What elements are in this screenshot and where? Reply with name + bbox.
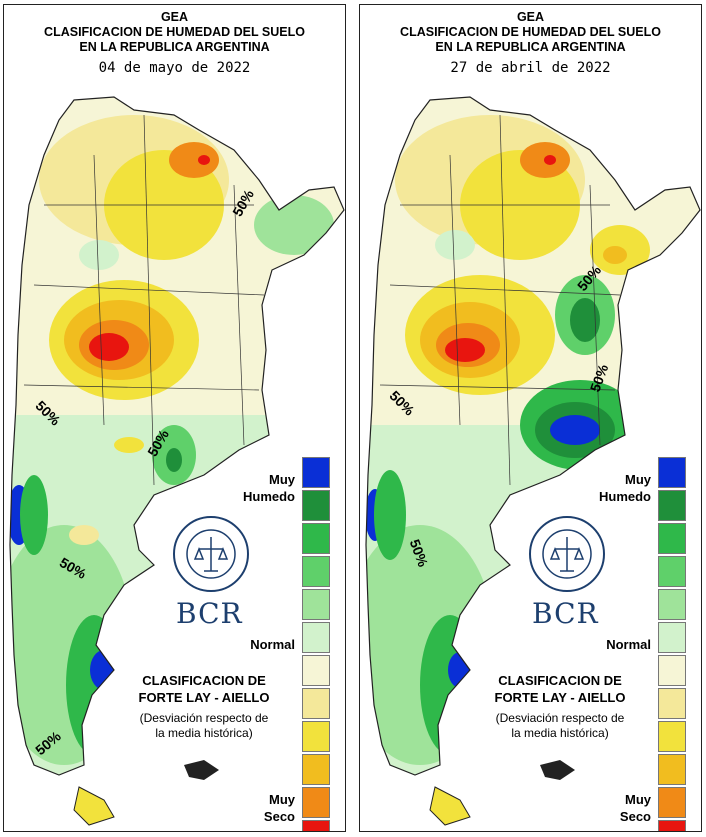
moisture-legend xyxy=(658,457,686,831)
classification-title-2: FORTE LAY - AIELLO xyxy=(494,690,626,705)
legend-swatch xyxy=(302,589,330,620)
legend-swatch xyxy=(658,820,686,831)
argentina-soil-moisture-map xyxy=(365,96,701,826)
legend-swatch xyxy=(302,787,330,818)
legend-normal: Normal xyxy=(250,637,295,652)
title-line-2: EN LA REPUBLICA ARGENTINA xyxy=(435,40,626,54)
classification-title-1: CLASIFICACION DE xyxy=(142,673,266,688)
legend-swatch xyxy=(658,787,686,818)
legend-muy-humedo-2: Humedo xyxy=(243,489,295,504)
map-panel-may: GEA CLASIFICACION DE HUMEDAD DEL SUELO E… xyxy=(3,4,346,832)
legend-swatch xyxy=(658,589,686,620)
map-date: 04 de mayo de 2022 xyxy=(98,60,251,76)
legend-muy-seco-2: Seco xyxy=(619,809,651,824)
bcr-seal-logo xyxy=(173,516,249,592)
legend-swatch xyxy=(658,721,686,752)
note-line-1: (Desviación respecto de xyxy=(495,711,625,725)
legend-muy-humedo-2: Humedo xyxy=(599,489,651,504)
legend-normal: Normal xyxy=(606,637,651,652)
legend-swatch xyxy=(658,655,686,686)
title-line-1: CLASIFICACION DE HUMEDAD DEL SUELO xyxy=(400,25,661,39)
legend-swatch xyxy=(302,820,330,831)
legend-swatch xyxy=(658,688,686,719)
bcr-logo-text: BCR xyxy=(176,597,243,630)
legend-swatch xyxy=(302,556,330,587)
map-panel-april: GEA CLASIFICACION DE HUMEDAD DEL SUELO E… xyxy=(359,4,702,832)
note-line-1: (Desviación respecto de xyxy=(139,711,269,725)
legend-swatch xyxy=(658,622,686,653)
legend-swatch xyxy=(302,622,330,653)
legend-swatch xyxy=(302,457,330,488)
legend-swatch xyxy=(302,655,330,686)
legend-swatch xyxy=(658,523,686,554)
legend-swatch xyxy=(302,490,330,521)
map-date: 27 de abril de 2022 xyxy=(450,60,611,76)
note-line-2: la media histórica) xyxy=(511,726,609,740)
argentina-soil-moisture-map xyxy=(9,96,345,826)
bcr-seal-logo xyxy=(529,516,605,592)
legend-swatch xyxy=(658,556,686,587)
title-line-2: EN LA REPUBLICA ARGENTINA xyxy=(79,40,270,54)
legend-swatch xyxy=(302,721,330,752)
legend-muy-humedo-1: Muy xyxy=(625,472,651,487)
legend-muy-seco-1: Muy xyxy=(625,792,651,807)
classification-title-1: CLASIFICACION DE xyxy=(498,673,622,688)
moisture-legend xyxy=(302,457,330,831)
legend-swatch xyxy=(302,754,330,785)
legend-swatch xyxy=(658,754,686,785)
title-line-1: CLASIFICACION DE HUMEDAD DEL SUELO xyxy=(44,25,305,39)
legend-swatch xyxy=(302,688,330,719)
classification-title-2: FORTE LAY - AIELLO xyxy=(138,690,270,705)
org-label: GEA xyxy=(516,10,545,24)
legend-muy-humedo-1: Muy xyxy=(269,472,295,487)
legend-swatch xyxy=(658,490,686,521)
legend-swatch xyxy=(302,523,330,554)
bcr-logo-text: BCR xyxy=(532,597,599,630)
legend-swatch xyxy=(658,457,686,488)
legend-muy-seco-2: Seco xyxy=(263,809,295,824)
org-label: GEA xyxy=(160,10,189,24)
note-line-2: la media histórica) xyxy=(155,726,253,740)
legend-muy-seco-1: Muy xyxy=(269,792,295,807)
